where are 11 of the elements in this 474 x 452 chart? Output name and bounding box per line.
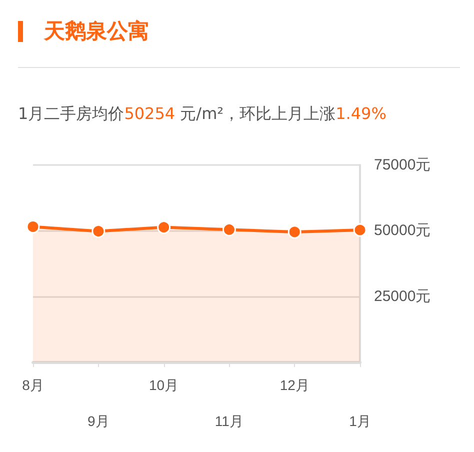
chart-title: 天鹅泉公寓: [44, 18, 149, 45]
x-tick-label: 9月: [88, 413, 110, 429]
y-tick-label: 25000元: [374, 288, 431, 305]
y-tick-label: 50000元: [374, 222, 431, 240]
x-tick-label: 1月: [349, 413, 371, 429]
x-tick-label: 12月: [280, 377, 310, 393]
x-tick-label: 10月: [149, 377, 179, 393]
y-tick-label: 75000元: [374, 156, 431, 174]
chart-subtitle: 1月二手房均价50254 元/m²，环比上月上涨1.49%: [18, 104, 386, 125]
x-tick-label: 8月: [22, 377, 44, 393]
x-tick-label: 11月: [214, 413, 244, 429]
